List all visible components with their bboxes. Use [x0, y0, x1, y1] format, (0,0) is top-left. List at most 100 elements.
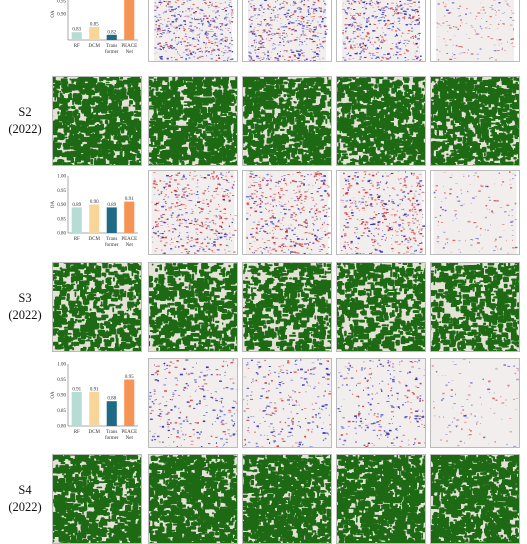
row-label: S2(2022) [0, 104, 50, 138]
forest-map-tile [242, 262, 332, 352]
bar-value-label: 0.85 [90, 23, 99, 28]
error-map-tile [336, 358, 426, 448]
error-map-background [337, 359, 425, 447]
bar-value-label: 0.82 [107, 30, 116, 35]
bar-dcm [89, 392, 99, 426]
bar-value-label: 0.89 [72, 203, 81, 208]
y-tick-label: 1.00 [57, 363, 66, 368]
category-label: RF [74, 237, 80, 242]
site-name: S3 [0, 290, 50, 307]
forest-map-tile [336, 262, 426, 352]
category-label: Net [126, 50, 134, 55]
accuracy-bar-chart: 1.00 0.95 0.90 0.85 0.80 OA 0.89 RF 0.90 DCM 0.89 T… [50, 170, 142, 255]
forest-patches [149, 77, 237, 165]
error-map-tile [148, 0, 238, 62]
forest-map-tile [148, 262, 238, 352]
y-tick-label: 0.85 [57, 217, 66, 222]
bar-peace-net [124, 380, 134, 427]
forest-map-tile [336, 454, 426, 544]
category-label: DCM [89, 44, 101, 49]
error-map-tile [336, 170, 426, 255]
error-map-tile [430, 0, 520, 62]
category-label: Trans [106, 430, 117, 435]
y-axis-label: OA [51, 391, 56, 399]
bar-trans-former [107, 401, 117, 426]
error-map-background [152, 171, 235, 254]
bar-rf [72, 392, 82, 426]
category-label: Net [126, 436, 134, 441]
bar-value-label: 0.83 [72, 28, 81, 33]
bar-value-label: 0.91 [90, 387, 99, 392]
category-label: Trans [106, 44, 117, 49]
accuracy-bar-chart: 1.00 0.95 0.90 0.85 0.80 OA 0.91 RF 0.91 DCM 0.88 T… [50, 358, 142, 448]
category-label: RF [74, 430, 80, 435]
error-map-background [431, 359, 519, 447]
site-year: (2022) [0, 499, 50, 516]
bar-value-label: 0.88 [107, 397, 116, 402]
category-label: PEACE [121, 430, 137, 435]
site-year: (2022) [0, 307, 50, 324]
y-axis-label: OA [51, 201, 56, 209]
bar-trans-former [107, 207, 117, 233]
y-tick-label: 0.90 [57, 13, 66, 18]
bar-peace-net [124, 0, 134, 40]
forest-map-tile [52, 262, 142, 352]
bar-value-label: 0.90 [90, 200, 99, 205]
row-label: S3(2022) [0, 290, 50, 324]
error-map-tile [430, 170, 520, 255]
error-map-tile [336, 0, 426, 62]
category-label: Net [126, 243, 134, 248]
bar-rf [72, 32, 82, 40]
category-label: former [105, 243, 119, 248]
forest-map-tile [430, 454, 520, 544]
category-label: PEACE [121, 237, 137, 242]
y-tick-label: 0.85 [57, 409, 66, 414]
forest-map-tile [242, 76, 332, 166]
error-map-tile [242, 170, 332, 255]
category-label: PEACE [121, 44, 137, 49]
category-label: RF [74, 44, 80, 49]
bar-value-label: 0.91 [125, 197, 134, 202]
site-name: S4 [0, 482, 50, 499]
forest-patches [53, 263, 141, 351]
site-name: S2 [0, 104, 50, 121]
y-tick-label: 0.95 [57, 189, 66, 194]
row-label: S4(2022) [0, 482, 50, 516]
y-tick-label: 0.80 [57, 425, 66, 430]
bar-trans-former [107, 35, 117, 40]
forest-map-tile [336, 76, 426, 166]
forest-map-tile [52, 454, 142, 544]
bar-value-label: 0.89 [107, 203, 116, 208]
category-label: former [105, 436, 119, 441]
error-map-tile [148, 170, 238, 255]
site-year: (2022) [0, 121, 50, 138]
category-label: former [105, 50, 119, 55]
forest-map-tile [148, 76, 238, 166]
category-label: DCM [89, 430, 101, 435]
forest-patches [53, 77, 141, 165]
y-tick-label: 1.00 [57, 175, 66, 180]
y-tick-label: 0.90 [57, 203, 66, 208]
error-map-background [246, 171, 329, 254]
bar-rf [72, 207, 82, 233]
forest-patches [243, 77, 331, 165]
error-map-tile [242, 358, 332, 448]
forest-map-tile [52, 76, 142, 166]
y-axis-label: OA [51, 10, 56, 18]
bar-value-label: 0.95 [125, 375, 134, 380]
forest-map-tile [148, 454, 238, 544]
y-tick-label: 0.80 [57, 232, 66, 237]
y-tick-label: 0.90 [57, 394, 66, 399]
error-map-background [149, 359, 237, 447]
forest-map-tile [430, 262, 520, 352]
y-tick-label: 0.95 [57, 0, 66, 5]
y-tick-label: 0.95 [57, 378, 66, 383]
category-label: DCM [89, 237, 101, 242]
bar-dcm [89, 205, 99, 234]
error-map-tile [148, 358, 238, 448]
category-label: Trans [106, 237, 117, 242]
bar-value-label: 0.91 [72, 387, 81, 392]
bar-peace-net [124, 202, 134, 233]
error-map-background [436, 0, 514, 61]
